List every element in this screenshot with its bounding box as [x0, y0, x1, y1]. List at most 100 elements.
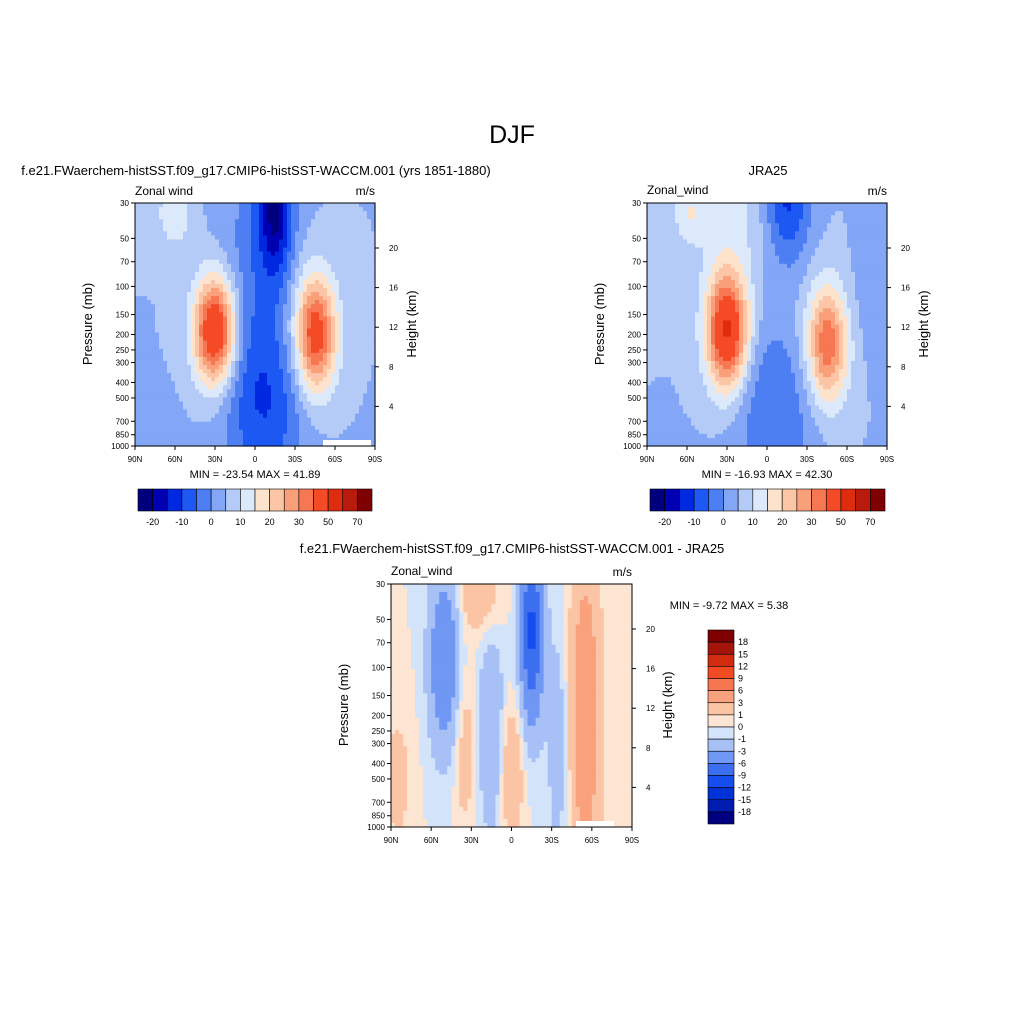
- contour-cell: [191, 417, 196, 423]
- contour-cell: [859, 243, 864, 249]
- contour-cell: [847, 223, 852, 228]
- contour-cell: [147, 207, 152, 212]
- contour-cell: [283, 389, 288, 394]
- contour-cell: [207, 417, 212, 423]
- contour-cell: [883, 239, 888, 245]
- contour-cell: [227, 263, 232, 269]
- contour-cell: [371, 267, 376, 273]
- contour-cell: [327, 239, 332, 245]
- contour-cell: [223, 389, 228, 394]
- contour-cell: [303, 441, 308, 447]
- contour-cell: [179, 312, 184, 317]
- contour-cell: [711, 267, 716, 273]
- contour-cell: [371, 344, 376, 350]
- contour-cell: [355, 320, 360, 326]
- contour-cell: [179, 300, 184, 305]
- contour-cell: [215, 405, 220, 411]
- contour-cell: [195, 356, 200, 362]
- contour-cell: [367, 393, 372, 398]
- contour-cell: [263, 304, 268, 309]
- contour-cell: [231, 308, 236, 313]
- contour-cell: [735, 211, 740, 216]
- contour-cell: [167, 365, 172, 370]
- contour-cell: [723, 251, 728, 257]
- contour-cell: [187, 437, 192, 443]
- contour-cell: [787, 267, 792, 273]
- contour-cell: [667, 263, 672, 269]
- contour-cell: [183, 231, 188, 236]
- contour-cell: [363, 243, 368, 249]
- contour-cell: [335, 352, 340, 358]
- contour-cell: [699, 247, 704, 253]
- contour-cell: [367, 292, 372, 297]
- contour-cell: [143, 320, 148, 326]
- contour-cell: [135, 215, 140, 220]
- contour-cell: [179, 275, 184, 281]
- contour-cell: [263, 231, 268, 236]
- contour-cell: [647, 259, 652, 265]
- contour-cell: [675, 203, 680, 208]
- contour-cell: [863, 207, 868, 212]
- contour-cell: [203, 344, 208, 350]
- contour-cell: [175, 255, 180, 261]
- colorbar-swatch: [283, 488, 300, 512]
- contour-cell: [759, 211, 764, 216]
- contour-cell: [167, 340, 172, 346]
- contour-cell: [279, 409, 284, 415]
- contour-cell: [755, 251, 760, 257]
- contour-cell: [183, 284, 188, 289]
- contour-cell: [287, 211, 292, 216]
- contour-cell: [159, 360, 164, 366]
- contour-cell: [787, 215, 792, 220]
- contour-cell: [255, 365, 260, 370]
- contour-cell: [683, 223, 688, 228]
- contour-cell: [331, 352, 336, 358]
- contour-cell: [135, 405, 140, 411]
- contour-cell: [255, 429, 260, 435]
- contour-cell: [247, 288, 252, 293]
- contour-cell: [747, 284, 752, 289]
- contour-cell: [199, 223, 204, 228]
- contour-cell: [283, 393, 288, 398]
- contour-cell: [871, 219, 876, 224]
- contour-cell: [359, 381, 364, 386]
- contour-cell: [327, 223, 332, 228]
- contour-cell: [343, 324, 348, 330]
- contour-cell: [147, 308, 152, 313]
- contour-cell: [135, 255, 140, 261]
- contour-cell: [863, 203, 868, 208]
- contour-cell: [659, 263, 664, 269]
- contour-cell: [275, 373, 280, 378]
- contour-cell: [167, 389, 172, 394]
- contour-cell: [347, 275, 352, 281]
- contour-cell: [203, 397, 208, 403]
- contour-cell: [283, 385, 288, 390]
- contour-cell: [279, 385, 284, 390]
- contour-cell: [723, 267, 728, 273]
- contour-cell: [143, 377, 148, 382]
- contour-cell: [359, 352, 364, 358]
- contour-cell: [299, 417, 304, 423]
- contour-cell: [147, 300, 152, 305]
- contour-cell: [251, 401, 256, 407]
- contour-cell: [315, 441, 320, 447]
- contour-cell: [359, 397, 364, 403]
- contour-cell: [355, 409, 360, 415]
- contour-cell: [327, 275, 332, 281]
- contour-cell: [795, 259, 800, 265]
- contour-cell: [215, 304, 220, 309]
- contour-cell: [827, 271, 832, 277]
- contour-cell: [143, 312, 148, 317]
- contour-cell: [347, 340, 352, 346]
- contour-cell: [251, 360, 256, 366]
- contour-cell: [863, 271, 868, 277]
- contour-cell: [839, 223, 844, 228]
- contour-cell: [351, 417, 356, 423]
- contour-cell: [839, 227, 844, 232]
- contour-cell: [227, 409, 232, 415]
- contour-cell: [199, 417, 204, 423]
- contour-cell: [699, 203, 704, 208]
- contour-cell: [315, 284, 320, 289]
- contour-cell: [291, 340, 296, 346]
- contour-cell: [339, 324, 344, 330]
